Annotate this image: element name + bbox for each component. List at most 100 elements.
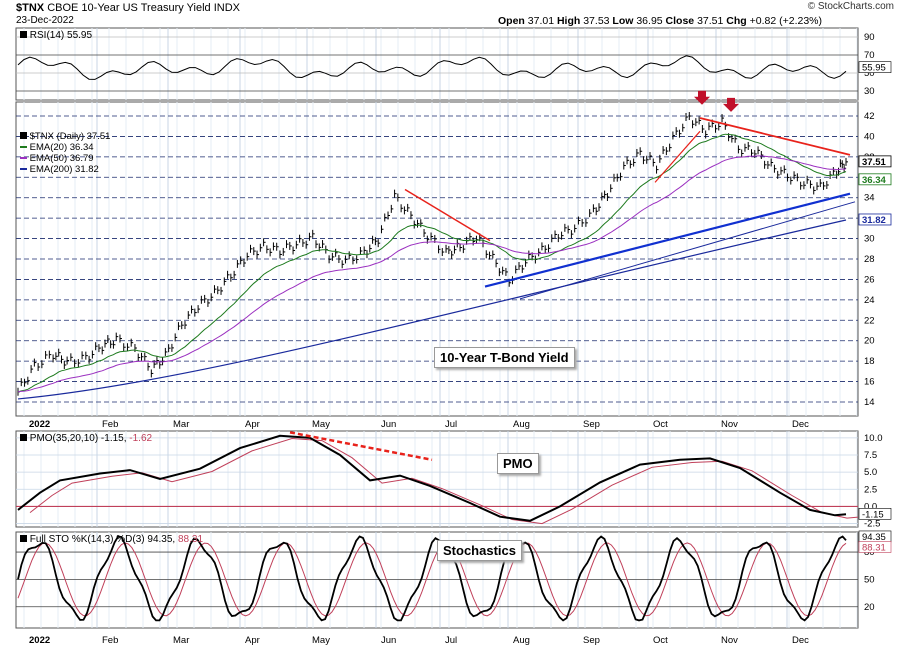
trendline-blue — [484, 192, 851, 288]
x-tick-label: Feb — [102, 635, 118, 646]
price-tick-label: 16 — [864, 377, 875, 388]
last-value-box — [858, 213, 892, 226]
trendline-red-jun — [404, 188, 491, 242]
pmo-tick-label: 7.5 — [864, 450, 877, 461]
pmo-tick-label: 0.0 — [864, 501, 877, 512]
sto-d-last-label: 88.31 — [862, 542, 886, 553]
last-value-label: 36.34 — [862, 175, 886, 186]
pmo-tick-label: 5.0 — [864, 467, 877, 478]
close-value: 37.51 — [697, 15, 724, 27]
pmo-tick-label: 10.0 — [864, 433, 883, 444]
sto-d-line — [17, 542, 847, 617]
pmo-panel-frame — [15, 430, 859, 528]
legend-ema50-text: EMA(50) 36.79 — [29, 153, 94, 164]
legend-price-text: $TNX (Daily) 37.51 — [29, 131, 111, 142]
price-tick-label: 24 — [864, 295, 875, 306]
price-tick-label: 18 — [864, 356, 875, 367]
low-value: 36.95 — [636, 15, 663, 27]
symbol: $TNX — [16, 2, 45, 14]
legend-ema50-swatch — [20, 157, 27, 160]
x-tick-label: Mar — [173, 419, 189, 430]
low-label: Low — [612, 15, 634, 27]
sto-tick-label: 20 — [864, 602, 875, 613]
sto-label: Full STO %K(14,3) %D(3) 94.35, 88.31 — [20, 534, 203, 545]
ema50-line — [17, 155, 847, 393]
chg-value: +0.82 (+2.23%) — [749, 15, 822, 27]
x-tick-label: Dec — [792, 419, 809, 430]
x-tick-label: Aug — [513, 419, 530, 430]
high-value: 37.53 — [583, 15, 610, 27]
pmo-last-label: -1.15 — [862, 509, 884, 520]
ohlc-readout: Open 37.01 High 37.53 Low 36.95 Close 37… — [498, 15, 822, 27]
sto-label-main: Full STO %K(14,3) %D(3) 94.35, — [29, 534, 176, 545]
legend-ema20-text: EMA(20) 36.34 — [29, 142, 94, 153]
rsi-line — [17, 55, 847, 80]
ema200-line — [17, 219, 847, 400]
last-value-label: 37.51 — [862, 157, 886, 168]
trendline-red-top — [699, 117, 851, 156]
legend-ema20-swatch — [20, 146, 27, 149]
last-value-box — [858, 155, 892, 168]
legend-ema50: EMA(50) 36.79 — [20, 153, 110, 164]
sto-callout: Stochastics — [437, 540, 522, 561]
pmo-divergence-line — [289, 431, 433, 462]
rsi-last-label: 55.95 — [862, 63, 886, 74]
axis-layer: 20222022FebFebMarMarAprAprMayMayJunJunJu… — [29, 32, 892, 646]
pmo-callout: PMO — [497, 453, 539, 474]
rsi-tick-label: 90 — [864, 32, 875, 43]
rsi-label-text: RSI(14) 55.95 — [29, 30, 93, 41]
x-tick-label: Feb — [102, 419, 118, 430]
pmo-label-signal: -1.62 — [129, 433, 153, 444]
x-tick-label: Dec — [792, 635, 809, 646]
x-tick-label: Aug — [513, 635, 530, 646]
trendline-red-oct — [654, 130, 701, 183]
last-value-box — [858, 173, 892, 186]
legend-price: $TNX (Daily) 37.51 — [20, 131, 110, 142]
x-tick-label: Jul — [445, 419, 457, 430]
sto-swatch — [20, 535, 27, 542]
x-tick-label: Jun — [381, 419, 396, 430]
open-value: 37.01 — [527, 15, 555, 27]
price-tick-label: 22 — [864, 315, 875, 326]
down-arrow-icon — [694, 90, 710, 105]
chart-title: $TNX CBOE 10-Year US Treasury Yield INDX — [16, 2, 240, 14]
chart-date: 23-Dec-2022 — [16, 15, 74, 26]
rsi-last-box — [858, 61, 892, 73]
x-tick-label: Nov — [721, 419, 738, 430]
rsi-tick-label: 50 — [864, 68, 875, 79]
down-arrow-icon — [723, 97, 739, 112]
price-tick-label: 20 — [864, 336, 875, 347]
pmo-label-main: PMO(35,20,10) -1.15, — [29, 433, 127, 444]
legend-ema200: EMA(200) 31.82 — [20, 164, 110, 175]
sto-label-signal: 88.31 — [178, 534, 204, 545]
x-tick-label: Apr — [245, 419, 260, 430]
sto-k-last-label: 94.35 — [862, 532, 886, 543]
x-tick-label: Oct — [653, 635, 668, 646]
rsi-swatch — [20, 31, 27, 38]
close-label: Close — [665, 15, 695, 27]
x-tick-label: Sep — [583, 635, 600, 646]
x-tick-label: Apr — [245, 635, 260, 646]
x-tick-label: Sep — [583, 419, 600, 430]
x-tick-label: Jul — [445, 635, 457, 646]
sto-k-line — [17, 535, 847, 622]
x-tick-label: 2022 — [29, 635, 50, 646]
x-tick-label: 2022 — [29, 419, 50, 430]
price-legend: $TNX (Daily) 37.51 EMA(20) 36.34 EMA(50)… — [20, 131, 110, 175]
price-tick-label: 30 — [864, 234, 875, 245]
pmo-swatch — [20, 434, 27, 441]
stockcharts-logo: © StockCharts.com — [807, 1, 894, 12]
price-tick-label: 40 — [864, 131, 875, 142]
legend-ema20: EMA(20) 36.34 — [20, 142, 110, 153]
x-tick-label: Jun — [381, 635, 396, 646]
rsi-tick-label: 30 — [864, 86, 875, 97]
legend-price-swatch — [20, 132, 27, 139]
pmo-tick-label: 2.5 — [864, 484, 877, 495]
ema20-line — [17, 133, 847, 393]
pmo-line — [17, 434, 847, 522]
high-label: High — [556, 15, 581, 27]
price-tick-label: 14 — [864, 397, 875, 408]
last-value-label: 31.82 — [862, 215, 886, 226]
grid-layer — [16, 28, 858, 628]
